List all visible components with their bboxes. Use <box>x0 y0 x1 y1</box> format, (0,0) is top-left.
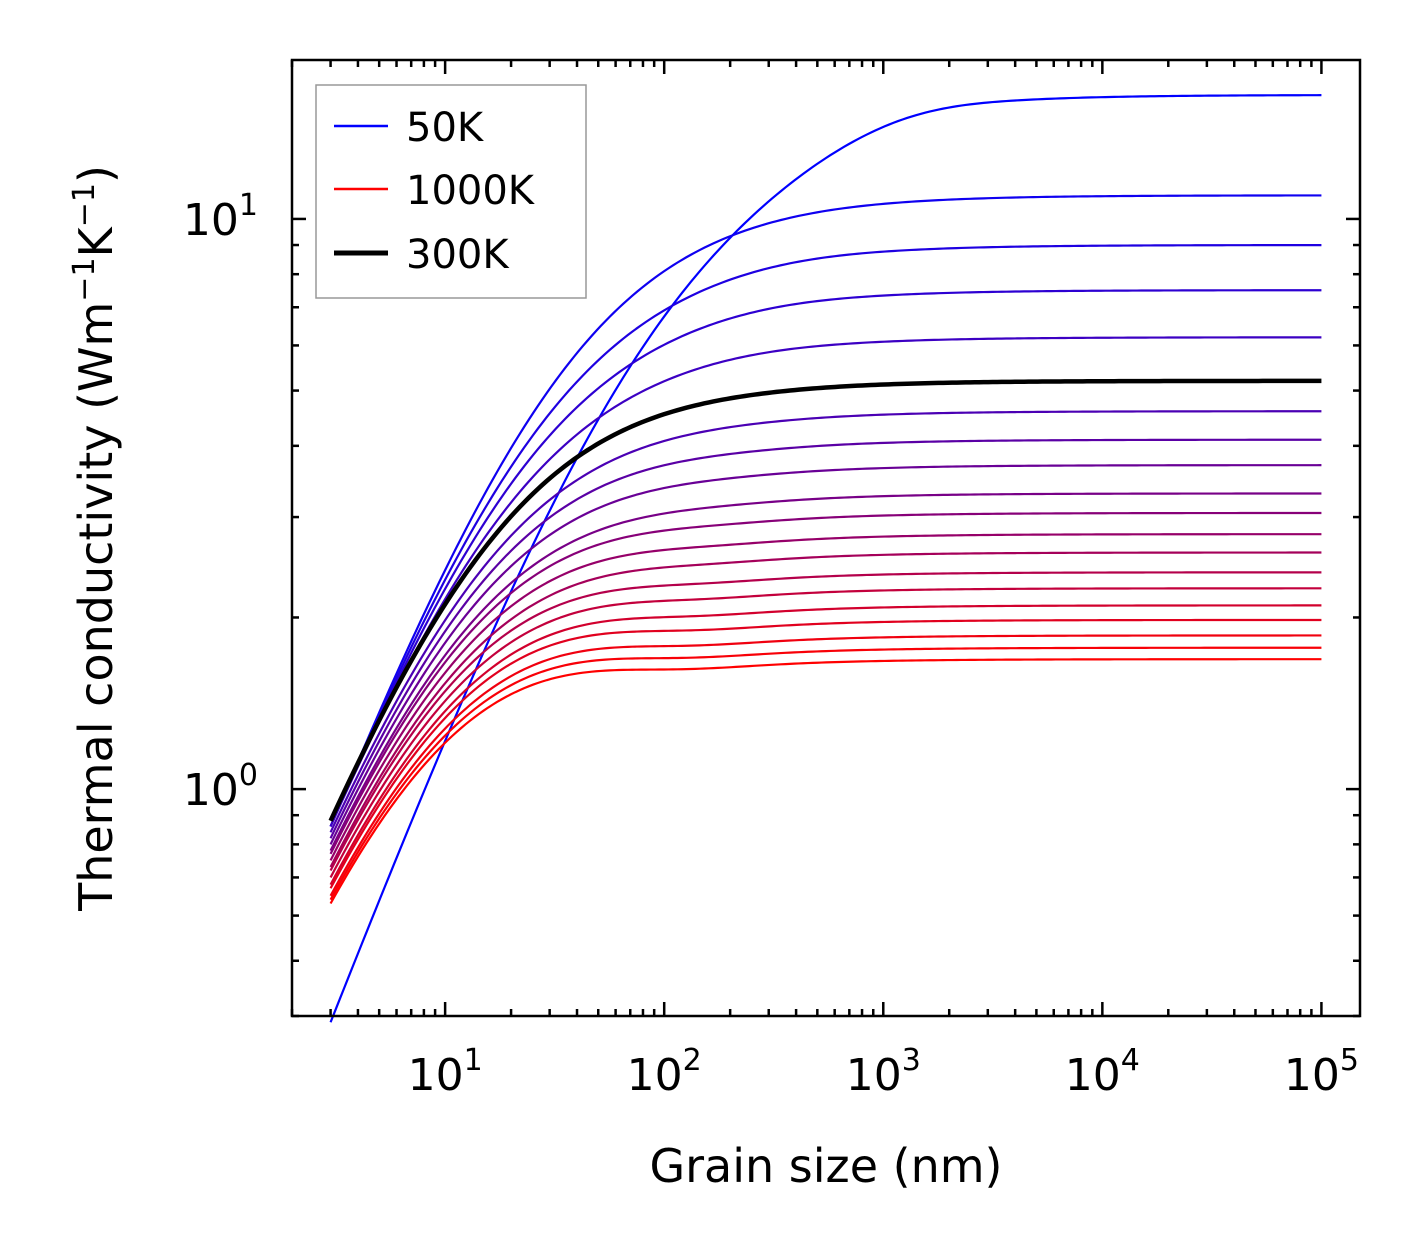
series-line-200k <box>329 289 1322 827</box>
tick-labels: 101 102 103 104 105 100 101 <box>183 188 1359 1101</box>
legend-label-300k: 300K <box>406 232 510 278</box>
series-line-100k <box>329 194 1322 827</box>
legend-box <box>315 84 587 299</box>
x-tick-label: 104 <box>1065 1043 1140 1101</box>
series-line-650k <box>329 551 1322 868</box>
legend-label-1000k: 1000K <box>406 168 536 214</box>
x-tick-label: 103 <box>846 1043 921 1101</box>
legend: 50K 1000K 300K <box>315 84 587 299</box>
series-line-900k <box>329 634 1322 897</box>
series-line-350k <box>329 410 1322 833</box>
series-line-150k <box>329 243 1322 827</box>
legend-label-50k: 50K <box>406 105 485 151</box>
x-tick-label: 101 <box>408 1043 483 1101</box>
series-line-700k <box>329 571 1322 871</box>
series-line-1000k <box>329 658 1322 905</box>
x-tick-label: 105 <box>1284 1043 1359 1101</box>
series-line-400k <box>329 438 1322 839</box>
x-axis-label: Grain size (nm) <box>650 1139 1003 1193</box>
plot-frame <box>290 58 1362 1018</box>
series-line-600k <box>329 533 1322 861</box>
y-tick-label: 100 <box>183 758 258 816</box>
series-line-300k <box>328 378 1322 822</box>
series-line-50k <box>329 94 1322 1023</box>
y-axis-label: Thermal conductivity (Wm−1K−1) <box>67 165 123 912</box>
series-line-250k <box>329 336 1322 827</box>
series-line-750k <box>329 587 1322 878</box>
series-line-950k <box>329 646 1322 901</box>
series-line-500k <box>329 492 1322 852</box>
series-layer <box>328 94 1322 1023</box>
x-tick-label: 102 <box>627 1043 702 1101</box>
y-tick-label: 101 <box>183 188 258 246</box>
series-line-450k <box>329 464 1322 845</box>
series-line-850k <box>329 618 1322 889</box>
series-line-800k <box>329 604 1322 886</box>
series-line-550k <box>329 511 1322 855</box>
